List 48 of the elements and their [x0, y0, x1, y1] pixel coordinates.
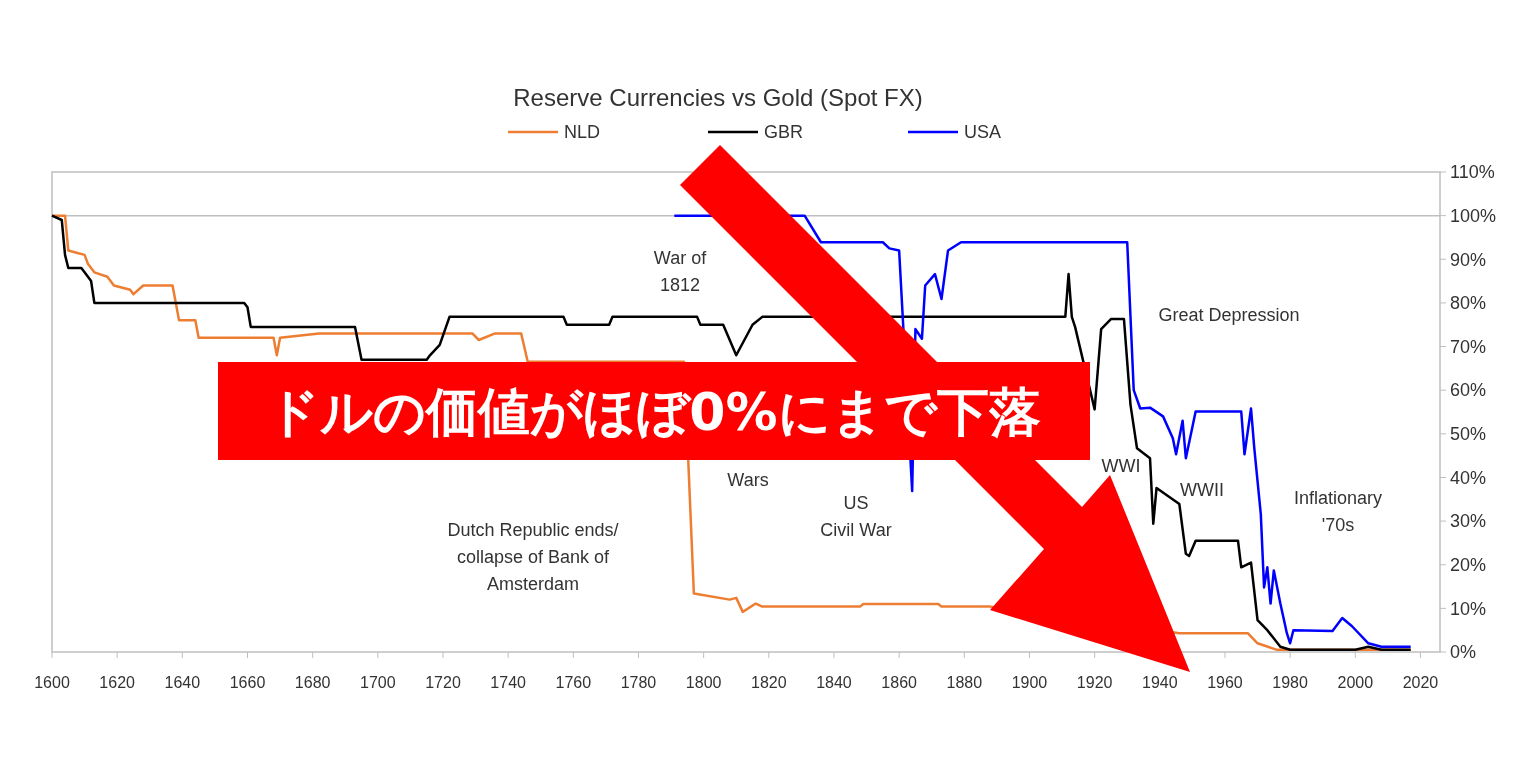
legend-label: NLD: [564, 122, 601, 142]
annotation: Dutch Republic ends/ collapse of Bank of Amsterdam: [447, 520, 619, 594]
y-tick-label: 0%: [1450, 642, 1477, 663]
chart-title: Reserve Currencies vs Gold (Spot FX): [513, 84, 923, 111]
y-tick-label: 90%: [1450, 249, 1487, 270]
x-tick-label: 1800: [685, 674, 722, 691]
x-tick-label: 1620: [99, 674, 136, 691]
y-tick-label: 80%: [1450, 293, 1487, 314]
annotation: Wars: [727, 470, 769, 490]
y-tick-label: 10%: [1450, 598, 1487, 619]
x-tick-label: 1820: [751, 674, 787, 691]
y-tick-label: 110%: [1450, 162, 1495, 183]
x-tick-label: 1920: [1076, 674, 1113, 691]
y-tick-label: 70%: [1450, 336, 1487, 357]
x-tick-label: 1960: [1207, 674, 1243, 691]
x-tick-label: 1760: [555, 674, 592, 691]
x-tick-label: 1660: [229, 674, 266, 691]
y-tick-label: 30%: [1450, 511, 1487, 532]
x-tick-label: 2020: [1402, 674, 1439, 691]
annotation: Inflationary '70s: [1293, 488, 1383, 535]
y-tick-label: 100%: [1450, 205, 1497, 226]
x-tick-label: 1780: [620, 674, 657, 691]
x-tick-label: 1900: [1011, 674, 1048, 691]
x-tick-label: 1600: [34, 674, 70, 691]
annotation: WWI: [1101, 456, 1141, 476]
x-tick-label: 1700: [360, 674, 396, 691]
annotation: US Civil War: [820, 493, 892, 540]
x-tick-label: 2000: [1337, 674, 1374, 691]
y-tick-label: 60%: [1450, 380, 1487, 401]
y-tick-label: 20%: [1450, 555, 1487, 576]
legend-label: USA: [964, 122, 1002, 142]
x-tick-label: 1860: [881, 674, 918, 691]
annotation: War of 1812: [653, 248, 708, 295]
x-tick-label: 1720: [425, 674, 461, 691]
x-tick-label: 1880: [946, 674, 983, 691]
y-tick-label: 50%: [1450, 424, 1487, 445]
line-series: [50, 214, 1412, 652]
x-tick-label: 1840: [816, 674, 852, 691]
y-tick-label: 40%: [1450, 467, 1487, 488]
x-tick-label: 1940: [1142, 674, 1178, 691]
annotation: WWII: [1180, 480, 1224, 500]
annotation: Great Depression: [1158, 305, 1300, 325]
annotation: ドルの価値がほぼ0%にまで下落: [267, 382, 1041, 442]
x-tick-label: 1680: [294, 674, 331, 691]
x-tick-label: 1640: [164, 674, 201, 691]
x-tick-label: 1980: [1272, 674, 1309, 691]
legend-label: GBR: [764, 122, 804, 142]
x-tick-label: 1740: [490, 674, 527, 691]
